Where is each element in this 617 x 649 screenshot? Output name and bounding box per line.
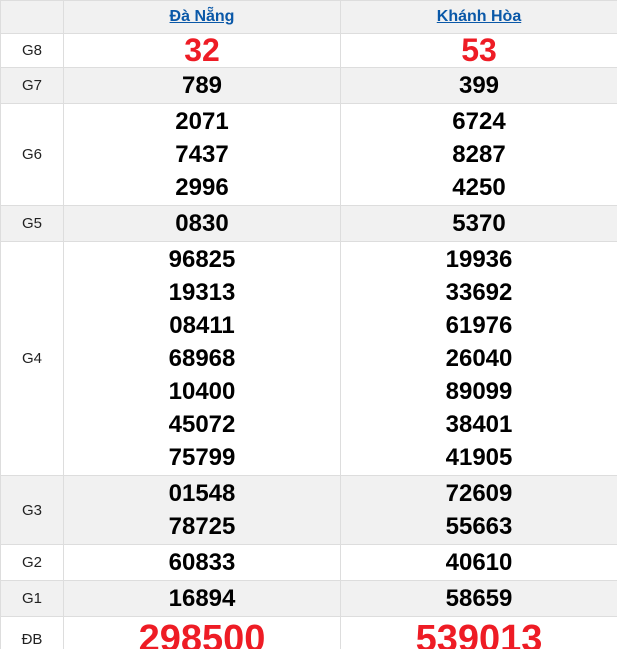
- prize-number: 55663: [445, 513, 513, 540]
- prize-number: 5370: [452, 210, 506, 237]
- province-link-khanh-hoa[interactable]: Khánh Hòa: [436, 8, 522, 25]
- province-link-da-nang[interactable]: Đà Nẵng: [169, 8, 235, 25]
- prize-numbers-cell: 0830: [63, 205, 341, 242]
- prize-number: 10400: [168, 378, 236, 405]
- table-row: G2 60833 40610: [0, 544, 617, 581]
- prize-numbers-cell: 6724 8287 4250: [340, 103, 617, 206]
- prize-number: 60833: [168, 549, 236, 576]
- prize-number: 399: [458, 72, 500, 99]
- province-header-da-nang: Đà Nẵng: [63, 0, 341, 34]
- prize-numbers-cell: 01548 78725: [63, 475, 341, 545]
- prize-label: ĐB: [0, 616, 64, 649]
- corner-cell: [0, 0, 64, 34]
- province-header-khanh-hoa: Khánh Hòa: [340, 0, 617, 34]
- prize-number: 72609: [445, 480, 513, 507]
- prize-numbers-cell: 399: [340, 67, 617, 104]
- prize-number: 58659: [445, 585, 513, 612]
- prize-number: 38401: [445, 411, 513, 438]
- prize-number: 789: [181, 72, 223, 99]
- table-row: ĐB 298500 539013: [0, 616, 617, 649]
- table-row: G8 32 53: [0, 32, 617, 68]
- prize-number: 68968: [168, 345, 236, 372]
- prize-number: 16894: [168, 585, 236, 612]
- table-row: G4 96825 19313 08411 68968 10400 45072 75799 199…: [0, 241, 617, 476]
- prize-label: G6: [0, 103, 64, 206]
- table-row: G5 0830 5370: [0, 205, 617, 242]
- prize-label: G7: [0, 67, 64, 104]
- prize-number: 0830: [175, 210, 229, 237]
- prize-label: G1: [0, 580, 64, 617]
- prize-numbers-cell: 2071 7437 2996: [63, 103, 341, 206]
- prize-number: 19936: [445, 246, 513, 273]
- prize-number: 7437: [175, 141, 229, 168]
- prize-number: 298500: [138, 618, 266, 649]
- prize-numbers-cell: 60833: [63, 544, 341, 581]
- prize-numbers-cell: 16894: [63, 580, 341, 617]
- prize-number: 4250: [452, 174, 506, 201]
- prize-number: 26040: [445, 345, 513, 372]
- prize-numbers-cell: 19936 33692 61976 26040 89099 38401 41905: [340, 241, 617, 476]
- prize-label: G5: [0, 205, 64, 242]
- prize-numbers-cell: 539013: [340, 616, 617, 649]
- prize-number: 2996: [175, 174, 229, 201]
- prize-numbers-cell: 5370: [340, 205, 617, 242]
- table-row: G7 789 399: [0, 67, 617, 104]
- table-header: Đà Nẵng Khánh Hòa: [0, 0, 617, 34]
- prize-label: G8: [0, 33, 64, 68]
- prize-number: 40610: [445, 549, 513, 576]
- prize-number: 41905: [445, 444, 513, 471]
- prize-number: 2071: [175, 108, 229, 135]
- prize-numbers-cell: 298500: [63, 616, 341, 649]
- prize-number: 33692: [445, 279, 513, 306]
- prize-label: G2: [0, 544, 64, 581]
- prize-number: 01548: [168, 480, 236, 507]
- prize-number: 8287: [452, 141, 506, 168]
- prize-label: G3: [0, 475, 64, 545]
- prize-numbers-cell: 58659: [340, 580, 617, 617]
- prize-numbers-cell: 53: [340, 32, 617, 68]
- prize-number: 53: [461, 32, 497, 68]
- table-row: G6 2071 7437 2996 6724 8287 4250: [0, 103, 617, 206]
- table-row: G1 16894 58659: [0, 580, 617, 617]
- prize-number: 45072: [168, 411, 236, 438]
- prize-number: 6724: [452, 108, 506, 135]
- prize-number: 89099: [445, 378, 513, 405]
- prize-number: 96825: [168, 246, 236, 273]
- table-row: G3 01548 78725 72609 55663: [0, 475, 617, 545]
- prize-numbers-cell: 40610: [340, 544, 617, 581]
- prize-label: G4: [0, 241, 64, 476]
- header-row: Đà Nẵng Khánh Hòa: [0, 0, 617, 34]
- prize-number: 32: [184, 32, 220, 68]
- prize-number: 539013: [415, 618, 543, 649]
- prize-numbers-cell: 789: [63, 67, 341, 104]
- prize-number: 75799: [168, 444, 236, 471]
- prize-numbers-cell: 32: [63, 32, 341, 68]
- prize-numbers-cell: 96825 19313 08411 68968 10400 45072 75799: [63, 241, 341, 476]
- prize-numbers-cell: 72609 55663: [340, 475, 617, 545]
- prize-number: 78725: [168, 513, 236, 540]
- table-body: G8 32 53 G7 789 399 G6 2071 7437 2996 6724 8287 4250…: [0, 32, 617, 649]
- prize-number: 19313: [168, 279, 236, 306]
- prize-number: 08411: [169, 312, 235, 339]
- prize-number: 61976: [445, 312, 513, 339]
